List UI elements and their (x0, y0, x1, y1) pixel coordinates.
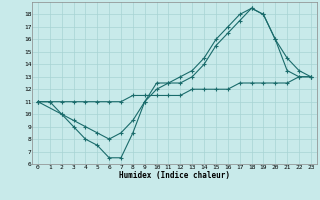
X-axis label: Humidex (Indice chaleur): Humidex (Indice chaleur) (119, 171, 230, 180)
